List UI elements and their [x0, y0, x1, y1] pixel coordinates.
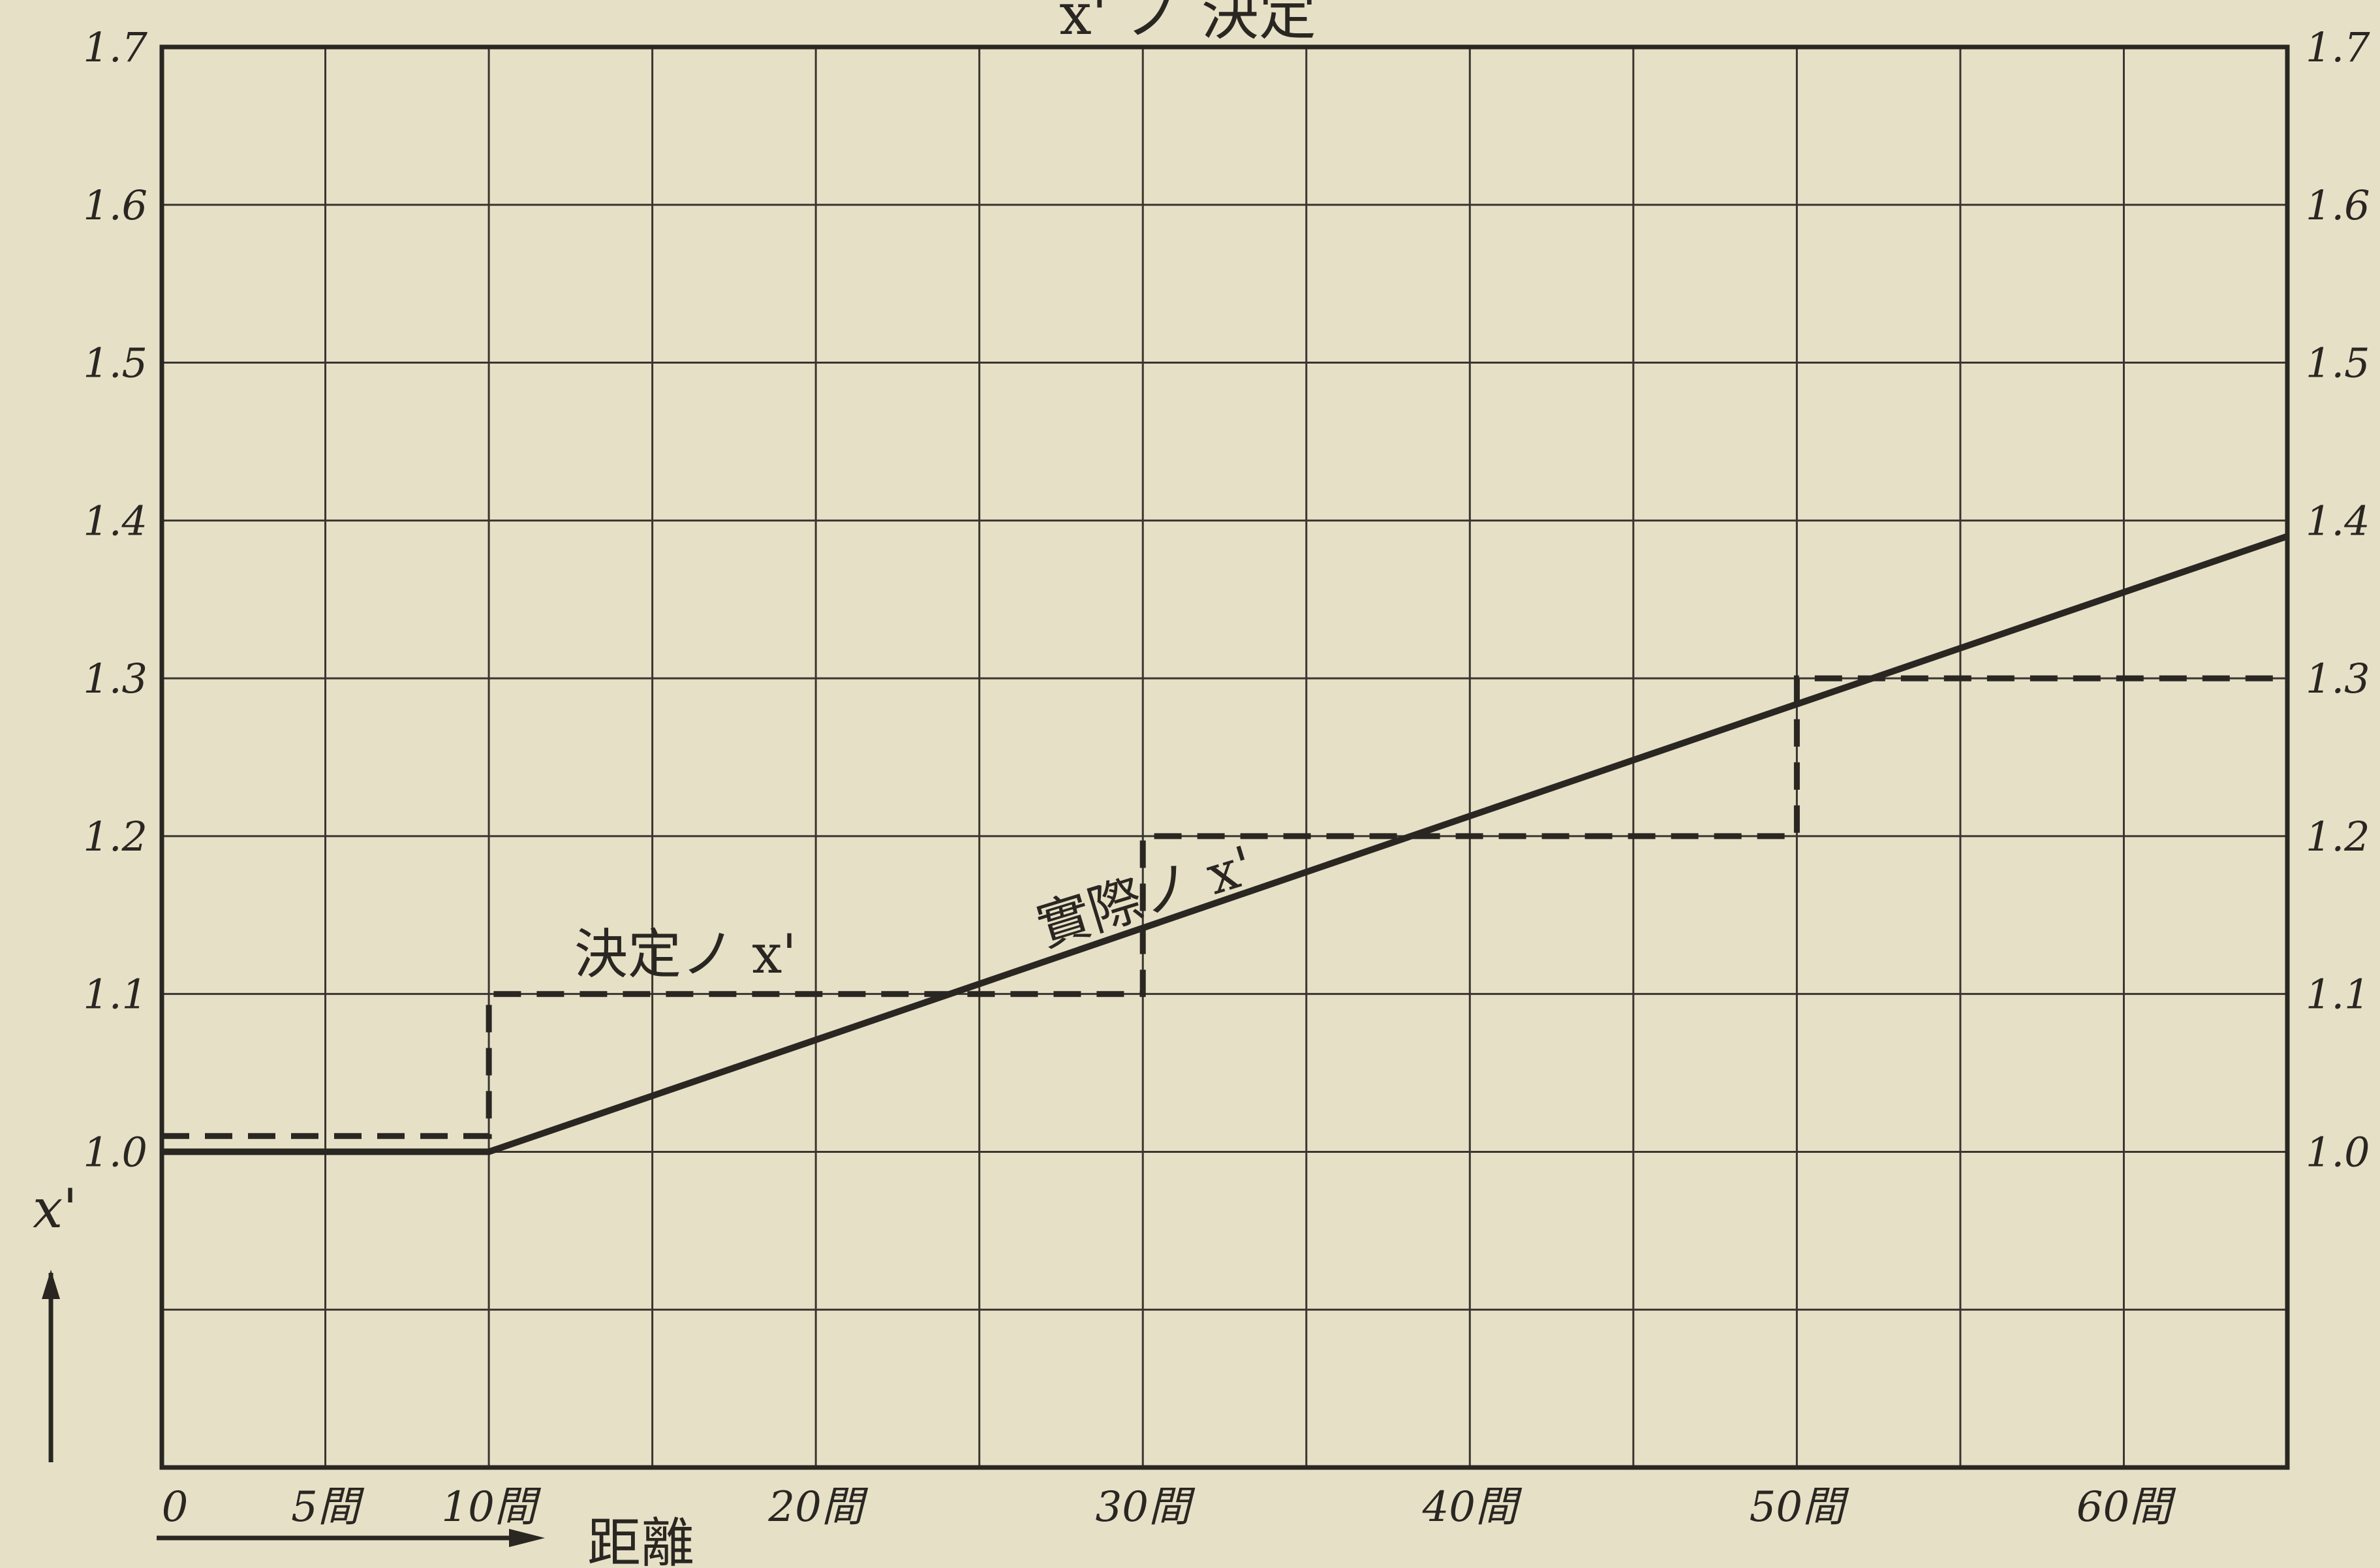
y-tick-label-left: 1.1	[83, 971, 147, 1018]
y-tick-label-right: 1.2	[2306, 813, 2370, 860]
y-tick-label-left: 1.6	[83, 181, 147, 229]
y-tick-label-right: 1.4	[2306, 497, 2370, 544]
x-tick-label: 30間	[1096, 1483, 1196, 1531]
x-axis-label: 距離	[587, 1513, 694, 1568]
series-line-actual	[162, 533, 2289, 1155]
horizontal-gridlines	[162, 204, 2287, 1311]
series-line-decided	[162, 675, 2287, 1139]
plot-border	[159, 44, 2290, 1470]
plot-frame	[159, 44, 2290, 1470]
y-tick-label-left: 1.7	[83, 24, 147, 71]
series-label-decided: 決定ノ x'	[574, 924, 797, 986]
x-tick-label: 0	[162, 1483, 189, 1531]
series-layer	[162, 533, 2289, 1155]
y-tick-labels-right: 1.0 1.1 1.2 1.3 1.4 1.5 1.6 1.7	[2306, 24, 2370, 1176]
y-tick-labels-left: 1.0 1.1 1.2 1.3 1.4 1.5 1.6 1.7	[83, 24, 147, 1176]
y-axis-arrow-head	[42, 1270, 60, 1299]
y-tick-label-right: 1.7	[2306, 24, 2370, 71]
x-tick-label: 50間	[1750, 1483, 1849, 1531]
y-tick-label-left: 1.3	[83, 655, 147, 702]
x-tick-label: 5間	[291, 1483, 365, 1531]
x-tick-labels: 0 5間 10間 20間 30間 40間 50間 60間	[162, 1483, 2177, 1531]
y-tick-label-left: 1.5	[83, 339, 147, 387]
y-tick-label-left: 1.0	[83, 1128, 147, 1176]
y-tick-label-right: 1.0	[2306, 1128, 2370, 1176]
x-axis-arrow-head	[509, 1529, 545, 1547]
vertical-gridlines	[324, 47, 2125, 1467]
x-tick-label: 60間	[2077, 1483, 2176, 1531]
y-tick-label-right: 1.1	[2306, 971, 2370, 1018]
chart-title: x' ノ 決定	[1059, 0, 1316, 48]
x-tick-label: 10間	[441, 1483, 541, 1531]
x-tick-label: 40間	[1422, 1483, 1522, 1531]
y-tick-label-left: 1.2	[83, 813, 147, 860]
y-tick-label-right: 1.6	[2306, 181, 2370, 229]
x-tick-label: 20間	[767, 1483, 868, 1531]
y-tick-label-right: 1.5	[2306, 339, 2370, 387]
y-tick-label-left: 1.4	[83, 497, 147, 544]
y-tick-label-right: 1.3	[2306, 655, 2370, 702]
y-axis-label: x'	[33, 1178, 78, 1240]
